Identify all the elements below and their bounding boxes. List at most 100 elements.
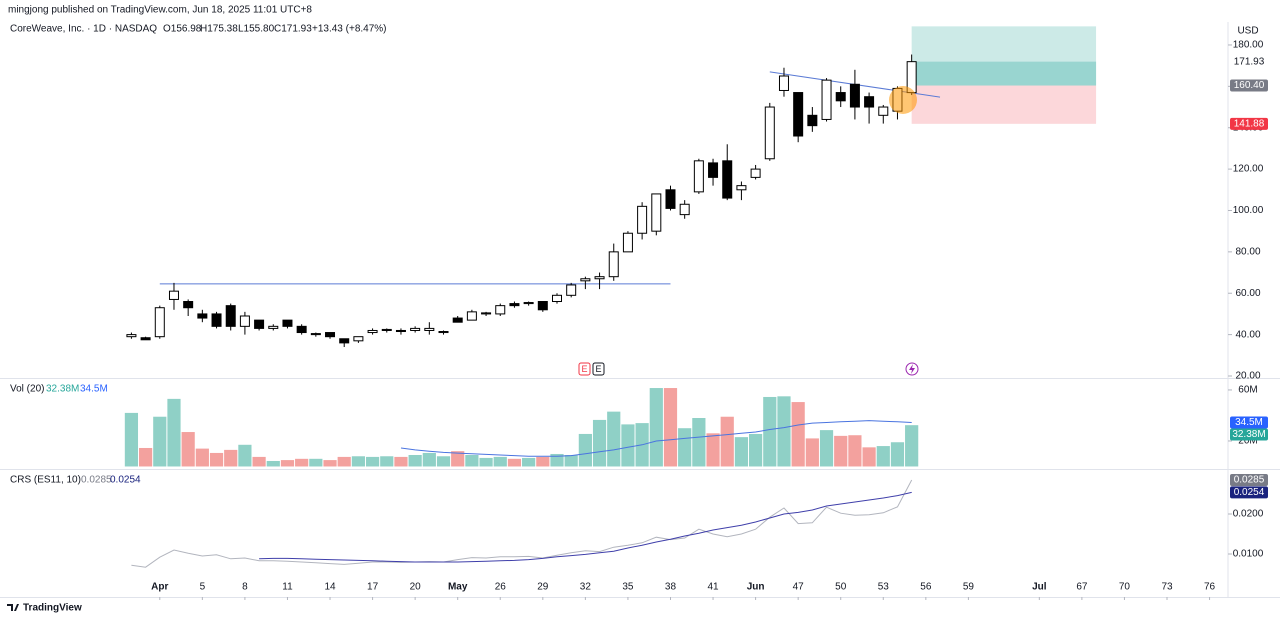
- candle-body: [778, 75, 789, 91]
- price-tag: [1230, 416, 1268, 429]
- candle-body: [523, 302, 534, 305]
- volume-bar: [862, 447, 876, 467]
- earnings-markers: E E: [578, 362, 919, 376]
- candle-body: [466, 311, 477, 321]
- volume-bar: [365, 456, 380, 467]
- volume-bar: [167, 398, 181, 467]
- candle-body: [268, 325, 279, 329]
- earnings-marker[interactable]: [578, 362, 591, 376]
- volume-bar: [493, 456, 507, 467]
- volume-bar: [706, 433, 720, 467]
- x-tick-label: Apr: [151, 582, 168, 593]
- price-tag-label: 171.93: [1234, 56, 1265, 67]
- candle-body: [622, 232, 633, 253]
- volume-bar: [763, 396, 777, 467]
- candle-body: [878, 106, 889, 116]
- y-tick-label: 0.0100: [1233, 549, 1264, 560]
- price-tag-label: 0.0285: [1234, 475, 1265, 486]
- candle-body: [736, 185, 747, 191]
- y-tick-label: 20M: [1238, 436, 1257, 447]
- candle-body: [353, 336, 364, 342]
- volume-bar: [848, 435, 862, 467]
- candle-body: [537, 301, 548, 311]
- volume-bar: [209, 452, 224, 467]
- candle-body: [864, 96, 875, 108]
- x-tick-label: 20: [410, 582, 422, 593]
- volume-ma-line: [400, 420, 912, 457]
- candle-body: [821, 79, 832, 120]
- x-tick-label: 14: [324, 582, 336, 593]
- earnings-marker[interactable]: [592, 362, 605, 376]
- volume-bar: [876, 446, 890, 467]
- volume-bar: [380, 456, 394, 467]
- volume-bar: [337, 456, 351, 467]
- price-tag: [1230, 117, 1268, 130]
- candle-body: [693, 160, 704, 193]
- candle-body: [750, 168, 761, 178]
- volume-bar: [507, 458, 522, 467]
- volume-bar: [266, 460, 280, 467]
- price-tag-label: 34.5M: [1235, 417, 1263, 428]
- y-tick-label: 80.00: [1235, 246, 1260, 257]
- candle-body: [608, 251, 619, 278]
- y-tick-label: 120.00: [1233, 164, 1264, 175]
- volume-bar: [564, 454, 578, 467]
- earnings-icon: E: [581, 364, 587, 374]
- x-tick-label: 41: [707, 582, 719, 593]
- volume-bar: [309, 458, 323, 467]
- currency-label: USD: [1237, 26, 1258, 37]
- candle-body: [282, 319, 293, 327]
- volume-bar: [451, 451, 465, 467]
- x-tick-label: May: [448, 582, 468, 593]
- candle-body: [637, 205, 648, 234]
- volume-bar: [408, 454, 422, 467]
- volume-bar: [805, 438, 819, 467]
- x-tick-label: 70: [1119, 582, 1131, 593]
- x-tick-label: 17: [367, 582, 379, 593]
- footer-brand: TradingView: [23, 603, 82, 614]
- volume-bar: [578, 433, 592, 467]
- x-tick-label: 59: [963, 582, 975, 593]
- candle-body: [168, 290, 179, 300]
- x-tick-label: 76: [1204, 582, 1216, 593]
- x-tick-label: 26: [495, 582, 507, 593]
- volume-bar: [834, 435, 848, 467]
- volume-bar: [252, 456, 266, 467]
- candle-body: [651, 193, 662, 232]
- stop-zone: [911, 85, 1097, 124]
- highlight-circle: [889, 86, 917, 114]
- candle-body: [552, 294, 562, 303]
- volume-bar: [663, 388, 678, 467]
- volume-bar: [607, 411, 621, 467]
- y-tick-label: 60.00: [1235, 288, 1260, 299]
- candle-body: [679, 203, 690, 216]
- candle-body: [764, 106, 775, 160]
- volume-bar: [181, 432, 195, 467]
- crs-line: [259, 491, 912, 563]
- volume-bar: [465, 454, 479, 467]
- volume-bar: [592, 419, 607, 467]
- candle-body: [395, 329, 406, 333]
- candle-body: [254, 319, 265, 329]
- publisher-note: mingjong published on TradingView.com, J…: [8, 5, 312, 16]
- volume-bar: [394, 456, 408, 467]
- candle-body: [594, 276, 605, 280]
- volume-bar: [280, 460, 295, 467]
- candle-body: [665, 189, 676, 209]
- x-tick-label: 56: [920, 582, 932, 593]
- crs-line: [131, 479, 913, 568]
- volume-legend: Vol (20): [10, 384, 44, 395]
- volume-bar: [522, 457, 536, 467]
- earnings-icon: E: [595, 364, 601, 374]
- volume-bar: [890, 442, 905, 467]
- y-tick-label: 180.00: [1233, 40, 1264, 51]
- volume-legend-value: 32.38M: [46, 384, 79, 395]
- crs-legend-value: 0.0285: [81, 475, 112, 486]
- price-tag-label: 141.88: [1234, 118, 1265, 129]
- volume-ma-legend-value: 34.5M: [80, 384, 108, 395]
- logo-icon: [7, 604, 19, 611]
- candle-body: [424, 327, 435, 331]
- crs-ma-legend-value: 0.0254: [110, 475, 141, 486]
